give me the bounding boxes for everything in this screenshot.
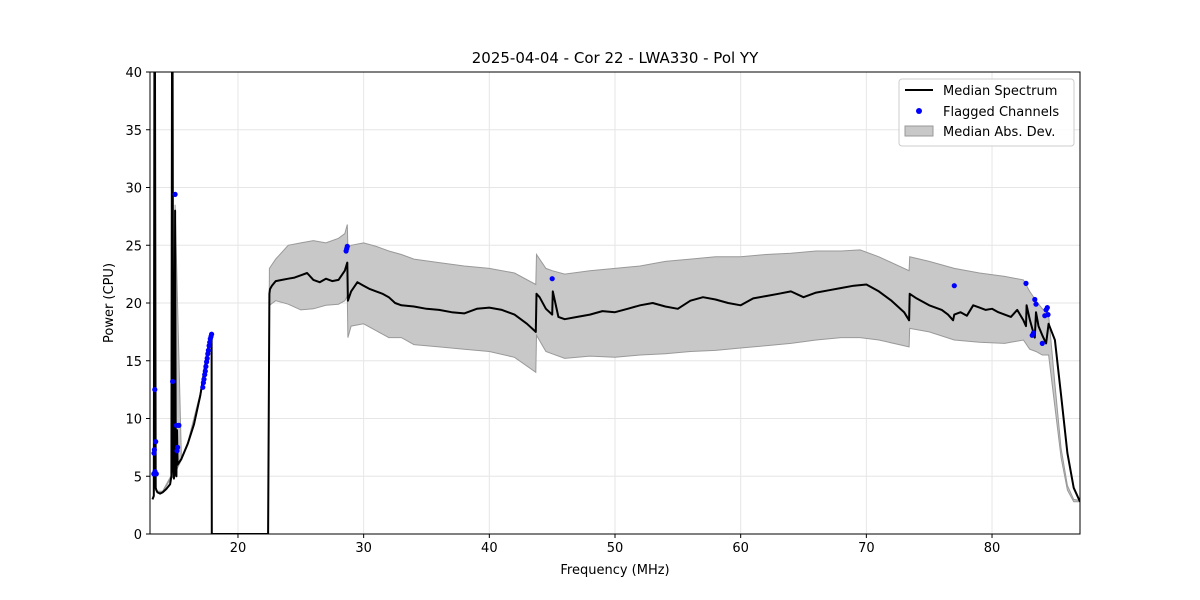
flagged-channel-point [202, 368, 208, 374]
flagged-channel-point [549, 276, 555, 282]
x-tick-label: 70 [858, 541, 875, 556]
chart-title: 2025-04-04 - Cor 22 - LWA330 - Pol YY [472, 49, 759, 67]
flagged-channel-point [152, 387, 158, 393]
flagged-channel-point [153, 471, 159, 477]
legend-label-flagged: Flagged Channels [943, 105, 1059, 120]
flagged-channel-point [1033, 301, 1039, 307]
flagged-channel-point [1023, 280, 1029, 286]
y-tick-label: 5 [134, 470, 142, 485]
legend-box [898, 78, 1075, 147]
x-tick-label: 50 [607, 541, 624, 556]
x-tick-label: 20 [230, 541, 247, 556]
x-tick-label: 60 [732, 541, 749, 556]
flagged-channel-point [153, 439, 159, 445]
x-tick-label: 30 [355, 541, 372, 556]
flagged-channel-point [201, 376, 207, 382]
flagged-channel-point [1039, 340, 1045, 346]
flagged-channel-point [200, 384, 206, 390]
flagged-channel-point [203, 363, 209, 370]
median-spectrum-line [151, 72, 1080, 534]
legend-label-mad: Median Abs. Dev. [943, 125, 1055, 140]
legend: Median Spectrum Flagged Channels Median … [898, 78, 1075, 147]
flagged-channel-point [951, 283, 957, 289]
flagged-channel-point [170, 378, 176, 385]
flagged-channel-point [204, 355, 210, 361]
x-tick-label: 40 [481, 541, 498, 556]
legend-band-swatch [904, 125, 934, 137]
legend-dot-swatch [916, 108, 922, 114]
flagged-channel-point [176, 422, 182, 428]
y-tick-label: 25 [125, 239, 142, 254]
y-axis-label: Power (CPU) [102, 263, 117, 343]
flagged-channel-point [175, 444, 181, 450]
flagged-channel-point [1030, 330, 1037, 336]
flagged-channel-point [172, 191, 178, 197]
flagged-channel-point [1045, 312, 1051, 318]
flagged-channel-point [151, 447, 157, 453]
y-tick-label: 35 [125, 124, 142, 139]
y-tick-label: 10 [125, 413, 142, 428]
flagged-channel-point [1032, 296, 1038, 303]
x-tick-label: 80 [984, 541, 1001, 556]
y-tick-label: 40 [125, 66, 142, 81]
flagged-channel-point [1044, 305, 1050, 311]
mad-band [152, 72, 1080, 534]
flagged-channel-point [209, 331, 215, 337]
y-tick-label: 20 [125, 297, 142, 312]
x-axis-label: Frequency (MHz) [560, 563, 669, 578]
plot-area [151, 72, 1080, 534]
y-tick-label: 0 [134, 528, 142, 543]
flagged-channel-point [205, 347, 211, 353]
flagged-channel-point [344, 243, 350, 249]
legend-label-median: Median Spectrum [943, 84, 1057, 99]
y-tick-label: 30 [125, 182, 142, 197]
axis-ticks: 20 30 40 50 60 70 80 0 5 10 15 20 25 30 35 40 [125, 66, 1000, 556]
y-tick-label: 15 [125, 355, 142, 370]
